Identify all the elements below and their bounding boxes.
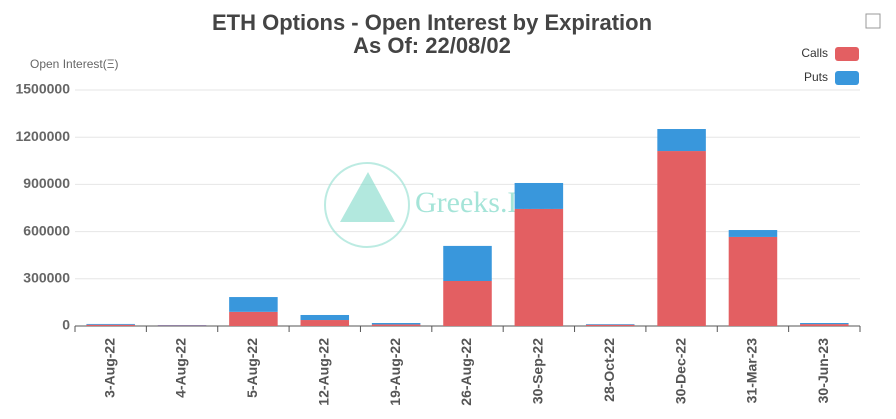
legend-swatch	[835, 71, 859, 85]
bar-segment	[86, 324, 135, 326]
bar-segment	[300, 320, 350, 326]
y-tick-label: 300000	[23, 270, 70, 286]
y-tick-label: 900000	[23, 175, 70, 191]
bar-segment	[657, 151, 706, 326]
watermark-logo	[340, 172, 395, 222]
chart-subtitle: As Of: 22/08/02	[353, 33, 511, 58]
y-tick-label: 0	[62, 317, 70, 333]
bar-segment	[800, 324, 849, 326]
bar-segment	[229, 297, 278, 312]
x-tick-label: 31-Mar-23	[744, 338, 760, 404]
x-tick-label: 19-Aug-22	[387, 338, 403, 406]
y-tick-label: 600000	[23, 222, 70, 238]
fullscreen-icon[interactable]	[865, 13, 881, 29]
legend-swatch	[835, 47, 859, 61]
bar-segment	[585, 324, 635, 326]
x-tick-label: 3-Aug-22	[101, 338, 117, 398]
bar-segment	[371, 323, 421, 325]
x-tick-label: 4-Aug-22	[173, 338, 189, 398]
bar-segment	[728, 230, 778, 237]
y-tick-label: 1500000	[15, 81, 70, 97]
x-tick-label: 30-Jun-23	[815, 338, 831, 404]
x-tick-label: 12-Aug-22	[315, 338, 331, 406]
bar-segment	[443, 281, 492, 326]
bar-segment	[657, 129, 706, 152]
x-tick-label: 30-Sep-22	[530, 338, 546, 404]
x-tick-label: 5-Aug-22	[244, 338, 260, 398]
bar-segment	[229, 311, 278, 326]
watermark-logo	[324, 162, 410, 248]
chart-title: ETH Options - Open Interest by Expiratio…	[212, 10, 652, 35]
x-tick-label: 28-Oct-22	[601, 338, 617, 402]
bar-segment	[300, 314, 350, 321]
bar-segment	[514, 208, 564, 326]
legend-label: Puts	[804, 70, 828, 84]
y-axis-title: Open Interest(Ξ)	[30, 57, 119, 71]
bar-segment	[728, 236, 778, 326]
bar-segment	[514, 182, 564, 209]
y-tick-label: 1200000	[15, 128, 70, 144]
bar-segment	[86, 323, 135, 325]
legend-label: Calls	[801, 46, 828, 60]
bar-segment	[371, 324, 421, 326]
x-tick-label: 30-Dec-22	[672, 338, 688, 404]
bar-segment	[443, 245, 492, 282]
x-tick-label: 26-Aug-22	[458, 338, 474, 406]
bar-segment	[585, 324, 635, 325]
bar-segment	[800, 323, 849, 325]
